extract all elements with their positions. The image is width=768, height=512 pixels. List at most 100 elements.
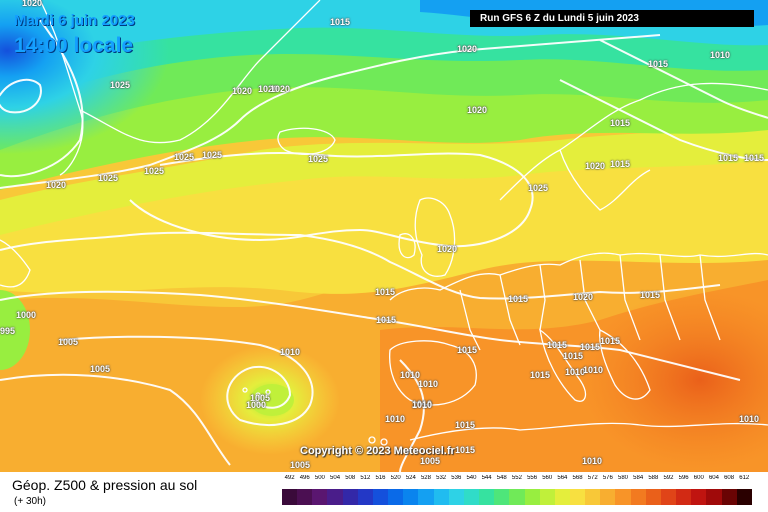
legend-swatch <box>676 489 692 505</box>
isobar-label: 995 <box>0 326 16 336</box>
legend-swatch <box>282 489 298 505</box>
isobar-label: 1015 <box>640 290 661 300</box>
geopotential-map <box>0 0 768 472</box>
legend-value: 568 <box>572 475 583 481</box>
legend-value: 596 <box>678 475 689 481</box>
isobar-label: 1000 <box>246 400 267 410</box>
isobar-label: 1025 <box>98 173 119 183</box>
legend-value: 536 <box>451 475 462 481</box>
isobar-label: 1025 <box>308 154 329 164</box>
isobar-label: 1020 <box>46 180 67 190</box>
isobar-label: 1015 <box>547 340 568 350</box>
isobar-label: 1015 <box>563 351 584 361</box>
isobar-label: 1025 <box>174 152 195 162</box>
isobar-label: 1010 <box>710 50 731 60</box>
legend-swatch <box>706 489 722 505</box>
legend-value: 584 <box>633 475 644 481</box>
isobar-label: 1015 <box>455 420 476 430</box>
isobar-label: 1015 <box>375 287 396 297</box>
legend-value: 600 <box>693 475 704 481</box>
isobar-label: 1010 <box>385 414 406 424</box>
legend-value: 492 <box>284 475 295 481</box>
legend-value: 588 <box>648 475 659 481</box>
legend-footer: Géop. Z500 & pression au sol (+ 30h) 492… <box>0 472 768 512</box>
copyright-text: Copyright © 2023 Meteociel.fr <box>300 445 455 457</box>
legend-swatch <box>721 489 737 505</box>
isobar-label: 1005 <box>420 456 441 466</box>
legend-value: 608 <box>724 475 735 481</box>
isobar-label: 1015 <box>457 345 478 355</box>
legend-value: 572 <box>587 475 598 481</box>
legend-swatch <box>524 489 540 505</box>
isobar-label: 1020 <box>22 0 43 8</box>
isobar-label: 1010 <box>412 400 433 410</box>
legend-value: 564 <box>557 475 568 481</box>
legend-swatch <box>585 489 601 505</box>
isobar-label: 1005 <box>290 460 311 470</box>
isobar-label: 1015 <box>455 445 476 455</box>
lead-time: (+ 30h) <box>14 496 46 507</box>
isobar-label: 1020 <box>437 244 458 254</box>
legend-value: 552 <box>511 475 522 481</box>
isobar-label: 1010 <box>418 379 439 389</box>
color-scale-legend: 492 496 500 504 508 512 516 520 524 528 532 536 540 5… <box>282 475 752 505</box>
legend-swatch <box>691 489 707 505</box>
legend-value: 516 <box>375 475 386 481</box>
legend-swatch <box>448 489 464 505</box>
legend-swatches <box>282 489 752 505</box>
isobar-label: 1015 <box>376 315 397 325</box>
field-title: Géop. Z500 & pression au sol <box>12 477 198 493</box>
isobar-label: 1010 <box>280 347 301 357</box>
isobar-lines <box>0 19 768 472</box>
legend-swatch <box>509 489 525 505</box>
isobar-label: 1020 <box>467 105 488 115</box>
legend-swatch <box>569 489 586 505</box>
isobar-label: 1005 <box>250 393 271 403</box>
legend-value: 500 <box>314 475 325 481</box>
isobar-label: 1015 <box>718 153 739 163</box>
isobar-label: 1010 <box>565 367 586 377</box>
isobar-label: 1010 <box>400 370 421 380</box>
isobar-label: 1010 <box>582 456 603 466</box>
legend-value: 508 <box>345 475 356 481</box>
legend-value: 556 <box>527 475 538 481</box>
coastlines <box>0 0 768 446</box>
isobar-label: 1020 <box>457 44 478 54</box>
legend-values: 492 496 500 504 508 512 516 520 524 528 532 536 540 5… <box>282 475 752 486</box>
isobar-label: 1015 <box>610 159 631 169</box>
isobar-label: 1010 <box>583 365 604 375</box>
legend-swatch <box>736 489 752 505</box>
legend-swatch <box>388 489 404 505</box>
legend-swatch <box>630 489 646 505</box>
legend-swatch <box>372 489 389 505</box>
legend-swatch <box>554 489 570 505</box>
isobar-label: 1015 <box>600 336 621 346</box>
isobar-label: 1020 <box>232 86 253 96</box>
legend-swatch <box>312 489 328 505</box>
legend-value: 592 <box>663 475 674 481</box>
legend-swatch <box>463 489 480 505</box>
legend-value: 524 <box>405 475 416 481</box>
isobar-label: 1010 <box>739 414 760 424</box>
isobar-label: 1015 <box>580 342 601 352</box>
isobar-label: 1015 <box>610 118 631 128</box>
model-run-label: Run GFS 6 Z du Lundi 5 juin 2023 <box>470 10 754 27</box>
isobar-label: 1025 <box>110 80 131 90</box>
legend-swatch <box>357 489 373 505</box>
legend-swatch <box>660 489 677 505</box>
legend-value: 540 <box>466 475 477 481</box>
legend-swatch <box>479 489 495 505</box>
legend-value: 512 <box>360 475 371 481</box>
legend-swatch <box>615 489 631 505</box>
legend-value: 612 <box>739 475 750 481</box>
isobar-label: 1005 <box>58 337 79 347</box>
isobar-label: 1000 <box>16 310 37 320</box>
isobar-label: 1015 <box>530 370 551 380</box>
legend-swatch <box>539 489 555 505</box>
legend-value: 580 <box>618 475 629 481</box>
isobar-label: 1020 <box>573 292 594 302</box>
legend-swatch <box>433 489 449 505</box>
forecast-local-time: 14:00 locale <box>14 34 134 57</box>
isobar-label: 1010 <box>412 399 433 409</box>
